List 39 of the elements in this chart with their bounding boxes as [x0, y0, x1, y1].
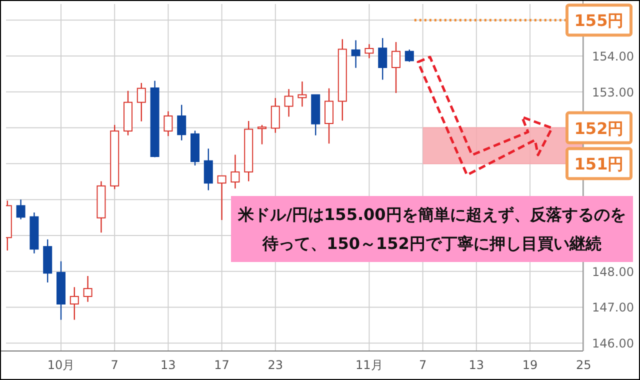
- candlestick: [177, 104, 186, 141]
- candlestick: [364, 44, 374, 59]
- candlestick: [324, 88, 334, 144]
- x-tick-label: 19: [522, 358, 538, 372]
- x-tick-label: 25: [576, 358, 592, 372]
- ref-line-label: 155円: [574, 11, 624, 30]
- candlestick: [217, 175, 226, 221]
- x-tick-label: 13: [468, 358, 484, 372]
- x-tick-label: 13: [160, 358, 176, 372]
- candlestick: [392, 41, 400, 94]
- annotation: 米ドル/円は155.00円を簡単に超えず、反落するのを: [237, 205, 626, 224]
- candlestick: [70, 286, 79, 320]
- x-tick-label: 7: [110, 358, 118, 372]
- candlestick: [351, 40, 360, 68]
- candlestick: [298, 80, 307, 108]
- candlestick: [204, 148, 213, 191]
- y-tick-label: 147.00: [592, 300, 634, 315]
- x-tick-label: 17: [214, 358, 230, 372]
- candlestick: [378, 37, 388, 80]
- x-tick-label: 11月: [356, 358, 383, 372]
- candlestick: [404, 48, 414, 62]
- x-tick-label: 10月: [47, 358, 75, 372]
- candlestick: [230, 154, 240, 190]
- candlestick: [284, 88, 294, 118]
- y-tick-label: 146.00: [592, 336, 634, 351]
- candlestick: [16, 198, 26, 220]
- y-tick-label: 148.00: [592, 264, 634, 279]
- x-tick-label: 7: [418, 358, 427, 372]
- candlestick: [136, 82, 146, 122]
- candlestick: [270, 97, 280, 134]
- x-tick-label: 23: [268, 358, 284, 372]
- y-tick-label: 154.00: [592, 50, 634, 64]
- ref-line-label: 151円: [574, 154, 624, 174]
- candlestick: [164, 110, 173, 137]
- ref-line-label: 152円: [574, 118, 624, 138]
- candlestick: [258, 124, 266, 145]
- annotation: 待って、150～152円で丁寧に押し目買い継続: [262, 234, 602, 253]
- y-tick-label: 153.00: [592, 85, 634, 100]
- candlestick: [83, 275, 92, 302]
